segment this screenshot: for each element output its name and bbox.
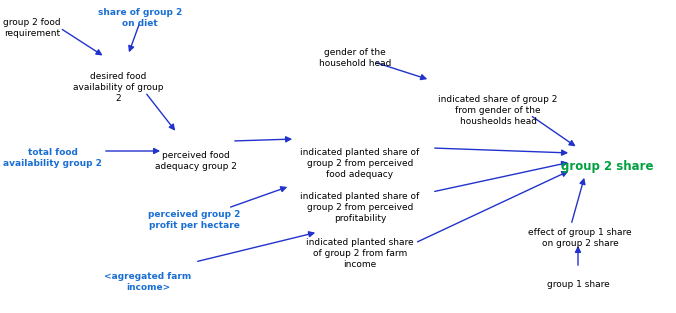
Text: indicated planted share of
group 2 from perceived
profitability: indicated planted share of group 2 from … [300, 192, 420, 223]
Text: <agregated farm
income>: <agregated farm income> [104, 272, 191, 292]
Text: group 2 share: group 2 share [561, 160, 653, 173]
Text: group 2 food
requirement: group 2 food requirement [3, 18, 61, 38]
Text: total food
availability group 2: total food availability group 2 [3, 148, 102, 168]
Text: gender of the
household head: gender of the household head [319, 48, 391, 68]
Text: share of group 2
on diet: share of group 2 on diet [98, 8, 182, 28]
Text: indicated share of group 2
from gender of the
housheolds head: indicated share of group 2 from gender o… [438, 95, 558, 126]
Text: perceived food
adequacy group 2: perceived food adequacy group 2 [155, 151, 237, 171]
Text: group 1 share: group 1 share [547, 280, 609, 289]
Text: perceived group 2
profit per hectare: perceived group 2 profit per hectare [148, 210, 241, 230]
Text: indicated planted share
of group 2 from farm
income: indicated planted share of group 2 from … [306, 238, 414, 269]
Text: desired food
availability of group
2: desired food availability of group 2 [73, 72, 163, 103]
Text: indicated planted share of
group 2 from perceived
food adequacy: indicated planted share of group 2 from … [300, 148, 420, 179]
Text: effect of group 1 share
on group 2 share: effect of group 1 share on group 2 share [528, 228, 632, 248]
